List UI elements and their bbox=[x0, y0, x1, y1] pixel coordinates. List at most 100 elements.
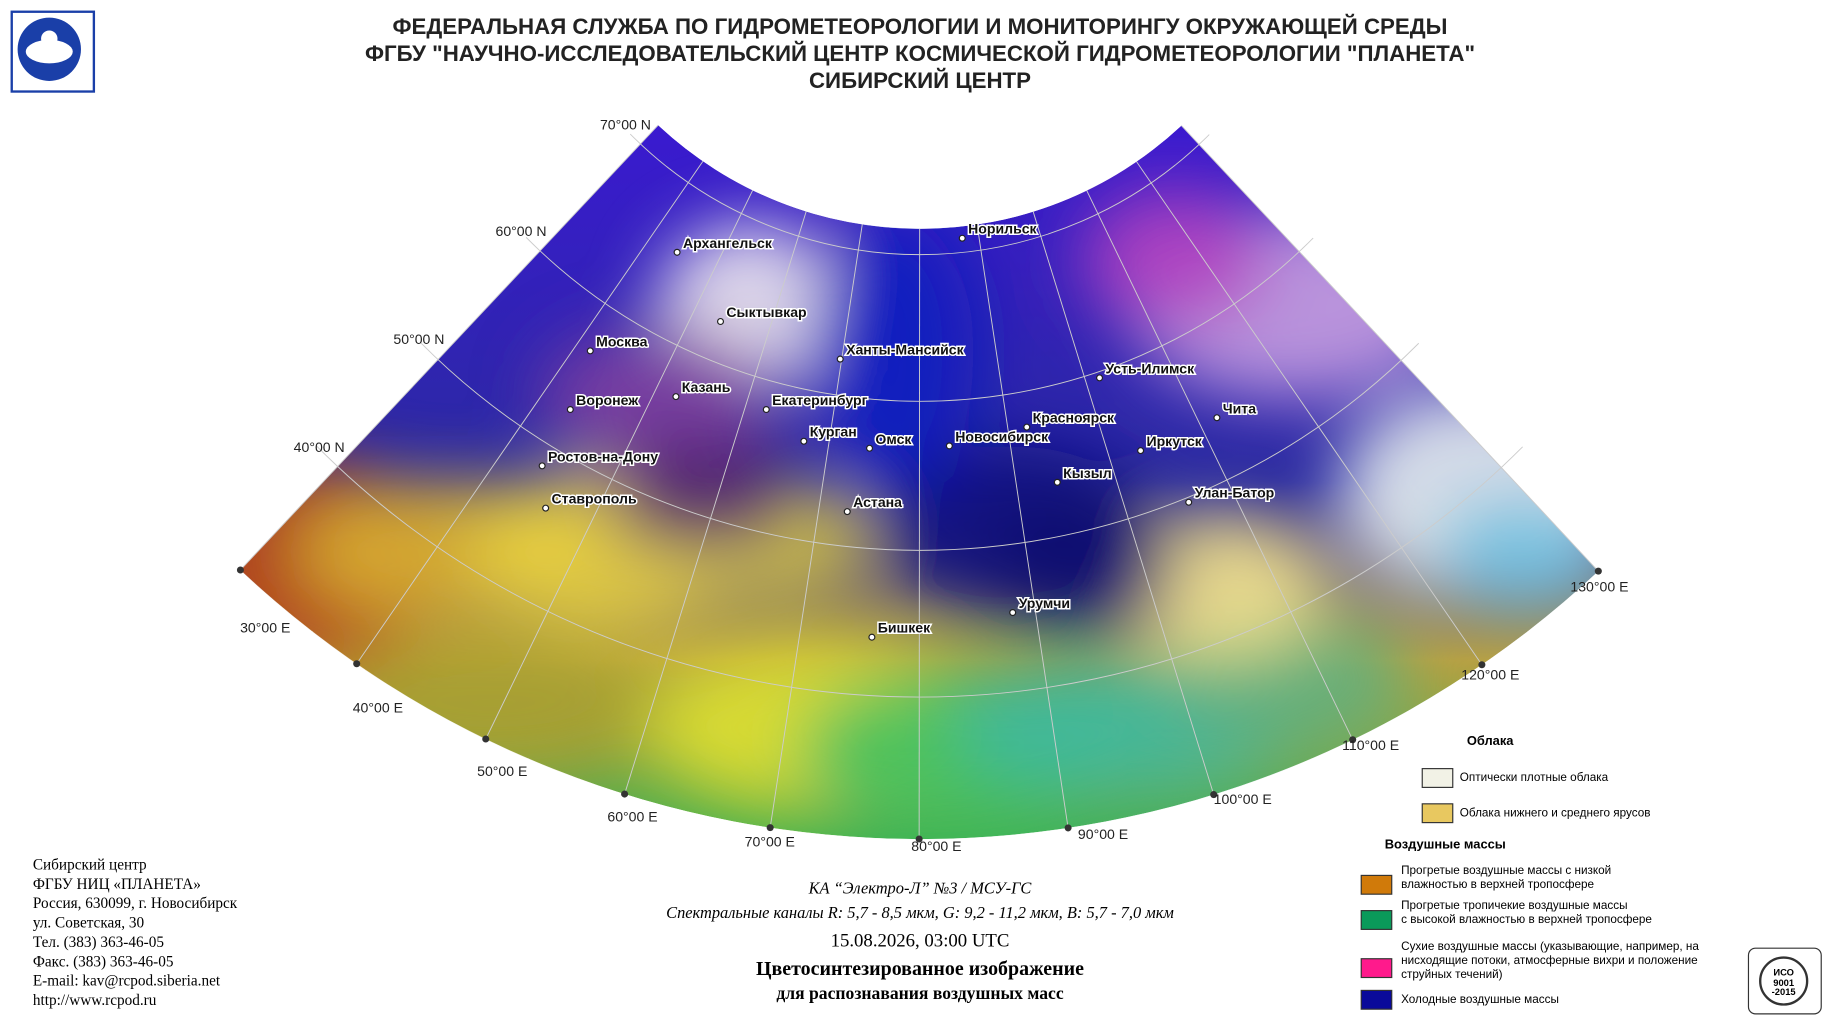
city-label: Екатеринбург bbox=[772, 392, 868, 408]
city-dot bbox=[1053, 478, 1061, 486]
city-label: Норильск bbox=[968, 221, 1037, 237]
air-mass bbox=[1079, 187, 1268, 329]
header-line: СИБИРСКИЙ ЦЕНТР bbox=[809, 68, 1031, 93]
meridian-end bbox=[621, 790, 629, 798]
air-mass bbox=[985, 492, 1174, 634]
city-label: Казань bbox=[682, 379, 731, 395]
meridian-end bbox=[1210, 791, 1218, 799]
caption-satellite: КА “Электро-Л” №3 / МСУ-ГС bbox=[808, 878, 1033, 897]
caption-channels: Спектральные каналы R: 5,7 - 8,5 мкм, G:… bbox=[666, 903, 1174, 922]
meridian bbox=[485, 190, 754, 740]
legend-text: Прогретые воздушные массы с низкой bbox=[1401, 864, 1611, 877]
caption-date: 15.08.2026, 03:00 UTC bbox=[831, 931, 1010, 952]
city-label: Урумчи bbox=[1019, 595, 1071, 611]
lon-label: 40°00 E bbox=[353, 699, 403, 715]
meridian-end bbox=[915, 835, 923, 843]
parallel bbox=[525, 237, 1314, 402]
lat-label: 70°00 N bbox=[600, 116, 651, 132]
lon-label: 100°00 E bbox=[1214, 791, 1272, 807]
meridian-end bbox=[482, 735, 490, 743]
city-dot bbox=[586, 347, 594, 355]
meridian bbox=[1181, 125, 1599, 572]
legend-text: Прогретые тропичекие воздушные массы bbox=[1401, 899, 1627, 912]
imagery bbox=[240, 125, 1599, 839]
contact-line: Сибирский центр bbox=[33, 857, 147, 874]
lon-label: 90°00 E bbox=[1078, 826, 1128, 842]
meridian bbox=[1136, 161, 1483, 665]
contact-line: Тел. (383) 363-46-05 bbox=[33, 934, 164, 951]
parallel bbox=[315, 445, 1523, 698]
city-dot bbox=[1023, 423, 1031, 431]
city-label: Омск bbox=[875, 431, 912, 447]
legend-text: струйных течений) bbox=[1401, 968, 1503, 981]
legend-text: Облака нижнего и среднего ярусов bbox=[1460, 806, 1651, 819]
legend-title: Облака bbox=[1467, 733, 1514, 748]
meridian bbox=[918, 228, 921, 840]
city-dot bbox=[945, 442, 953, 450]
contact-line: ФГБУ НИЦ «ПЛАНЕТА» bbox=[33, 876, 201, 893]
lon-label: 50°00 E bbox=[477, 763, 527, 779]
parallel bbox=[629, 133, 1210, 256]
city-dot bbox=[716, 318, 725, 326]
meridian-end bbox=[1478, 661, 1486, 669]
legend-swatch bbox=[1360, 989, 1393, 1010]
city-dot bbox=[542, 504, 550, 512]
city-dot bbox=[1096, 374, 1104, 382]
contact-line: http://www.rcpod.ru bbox=[33, 992, 157, 1009]
lat-label: 50°00 N bbox=[393, 331, 444, 347]
city-dot bbox=[566, 406, 574, 414]
legend-swatch bbox=[1421, 803, 1454, 824]
city-label: Архангельск bbox=[683, 235, 773, 251]
lon-label: 120°00 E bbox=[1461, 667, 1519, 683]
city-label: Красноярск bbox=[1033, 410, 1115, 426]
city-dot bbox=[843, 508, 851, 516]
city-dot bbox=[868, 633, 876, 641]
air-mass bbox=[539, 328, 775, 470]
contact-line: Факс. (383) 363-46-05 bbox=[33, 953, 174, 970]
legend-text: нисходящие потоки, атмосферные вихри и п… bbox=[1401, 954, 1698, 967]
legend-text: Холодные воздушные массы bbox=[1401, 993, 1559, 1006]
city-dot bbox=[762, 406, 770, 414]
legend-swatch bbox=[1360, 910, 1393, 930]
badge-text: -2015 bbox=[1772, 987, 1796, 997]
meridian bbox=[976, 224, 1069, 828]
city-label: Воронеж bbox=[576, 392, 639, 408]
contact-line: Россия, 630099, г. Новосибирск bbox=[33, 895, 238, 912]
quality-badge bbox=[1747, 947, 1822, 1015]
city-label: Курган bbox=[810, 424, 857, 440]
air-mass bbox=[610, 434, 798, 552]
meridian-end bbox=[1349, 736, 1357, 744]
logo bbox=[10, 10, 96, 93]
lon-label: 80°00 E bbox=[911, 838, 961, 854]
cloud-masses bbox=[240, 187, 1599, 834]
meridian bbox=[1032, 211, 1215, 795]
city-label: Новосибирск bbox=[955, 428, 1049, 444]
city-dot bbox=[538, 462, 546, 470]
city-dot bbox=[1137, 447, 1145, 455]
caption-title: для распознавания воздушных масс bbox=[776, 983, 1064, 1003]
header-line: ФЕДЕРАЛЬНАЯ СЛУЖБА ПО ГИДРОМЕТЕОРОЛОГИИ … bbox=[393, 14, 1448, 39]
contact-line: E-mail: kav@rcpod.siberia.net bbox=[33, 973, 221, 990]
legend-text: Сухие воздушные массы (указывающие, напр… bbox=[1401, 940, 1699, 953]
header-line: ФГБУ "НАУЧНО-ИССЛЕДОВАТЕЛЬСКИЙ ЦЕНТР КОС… bbox=[365, 41, 1475, 66]
meridian bbox=[1086, 190, 1354, 740]
city-label: Кызыл bbox=[1063, 465, 1112, 481]
lat-label: 40°00 N bbox=[294, 439, 345, 455]
city-dot bbox=[958, 234, 966, 242]
legend-swatch bbox=[1421, 768, 1454, 788]
city-label: Ханты-Мансийск bbox=[846, 342, 965, 358]
meridian bbox=[240, 124, 659, 571]
legend-swatch bbox=[1360, 958, 1393, 979]
legend-text: влажностью в верхней тропосфере bbox=[1401, 878, 1594, 891]
city-label: Улан-Батор bbox=[1195, 485, 1275, 501]
meridian-end bbox=[1594, 567, 1602, 575]
city-dot bbox=[672, 393, 680, 401]
meridian bbox=[769, 224, 863, 828]
city-label: Сыктывкар bbox=[726, 304, 807, 320]
caption-title: Цветосинтезированное изображение bbox=[756, 958, 1084, 980]
city-dot bbox=[1185, 498, 1193, 506]
lon-label: 70°00 E bbox=[745, 833, 795, 849]
city-dot bbox=[836, 355, 844, 363]
lon-label: 30°00 E bbox=[240, 620, 290, 636]
lon-label: 60°00 E bbox=[607, 809, 657, 825]
